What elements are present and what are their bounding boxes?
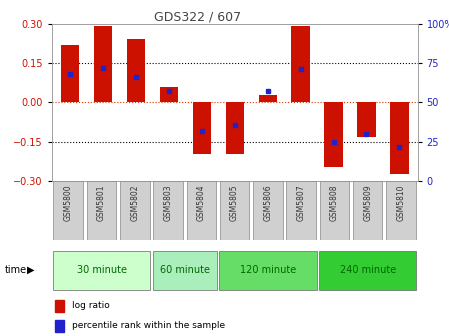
Text: GDS322 / 607: GDS322 / 607 xyxy=(154,10,241,23)
Bar xyxy=(55,300,65,312)
Text: GSM5805: GSM5805 xyxy=(230,184,239,221)
Text: 120 minute: 120 minute xyxy=(240,265,296,275)
Bar xyxy=(53,251,150,290)
Bar xyxy=(259,95,277,102)
Text: GSM5800: GSM5800 xyxy=(64,184,73,221)
Bar xyxy=(253,181,283,240)
Text: GSM5808: GSM5808 xyxy=(330,184,339,221)
Bar xyxy=(94,26,112,102)
Text: 60 minute: 60 minute xyxy=(160,265,210,275)
Text: GSM5807: GSM5807 xyxy=(297,184,306,221)
Text: percentile rank within the sample: percentile rank within the sample xyxy=(72,322,225,330)
Bar xyxy=(291,26,310,102)
Bar xyxy=(353,181,383,240)
Text: GSM5804: GSM5804 xyxy=(197,184,206,221)
Text: time: time xyxy=(4,265,26,275)
Bar xyxy=(153,181,183,240)
Text: GSM5810: GSM5810 xyxy=(396,184,405,221)
Text: GSM5806: GSM5806 xyxy=(264,184,273,221)
Bar xyxy=(320,181,349,240)
Text: GSM5801: GSM5801 xyxy=(97,184,106,221)
Bar xyxy=(390,102,409,174)
Text: log ratio: log ratio xyxy=(72,301,110,310)
Bar xyxy=(186,181,216,240)
Bar xyxy=(120,181,150,240)
Bar xyxy=(153,251,217,290)
Bar xyxy=(325,102,343,167)
Bar xyxy=(219,251,317,290)
Bar xyxy=(61,45,79,102)
Text: GSM5809: GSM5809 xyxy=(363,184,372,221)
Bar xyxy=(193,102,211,154)
Bar xyxy=(357,102,375,137)
Text: 240 minute: 240 minute xyxy=(339,265,396,275)
Text: 30 minute: 30 minute xyxy=(76,265,127,275)
Bar xyxy=(87,181,116,240)
Bar xyxy=(220,181,249,240)
Bar xyxy=(53,181,83,240)
Text: GSM5802: GSM5802 xyxy=(130,184,139,221)
Text: ▶: ▶ xyxy=(27,265,34,275)
Bar xyxy=(319,251,417,290)
Bar xyxy=(386,181,416,240)
Bar xyxy=(159,87,178,102)
Bar xyxy=(225,102,244,154)
Text: GSM5803: GSM5803 xyxy=(163,184,172,221)
Bar xyxy=(127,39,145,102)
Bar xyxy=(286,181,316,240)
Bar xyxy=(55,320,65,332)
